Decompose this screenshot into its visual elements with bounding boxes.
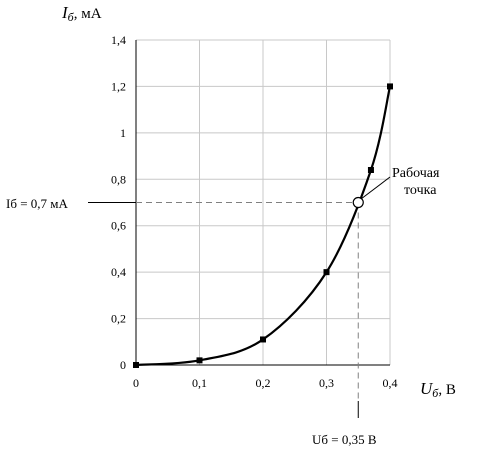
x-tick-label: 0,4: [383, 376, 398, 390]
y-tick-labels: 0 0,2 0,4 0,6 0,8 1 1,2 1,4: [111, 33, 126, 372]
y-axis-title: Iб, мА: [61, 3, 102, 24]
x-tick-label: 0,2: [256, 376, 271, 390]
y-tick-label: 0,2: [111, 312, 126, 326]
y-tick-label: 0: [120, 358, 126, 372]
data-point: [387, 83, 393, 90]
operating-point-marker: [352, 196, 364, 209]
y-tick-label: 0,6: [111, 219, 126, 233]
data-points: [133, 83, 393, 368]
x-tick-labels: 0 0,1 0,2 0,3 0,4: [133, 376, 398, 390]
callout-leader: [360, 176, 391, 200]
data-point: [133, 362, 139, 368]
y-tick-label: 1,4: [111, 33, 126, 47]
x-tick-label: 0,1: [192, 376, 207, 390]
operating-point-label-line1: Рабочая: [392, 166, 440, 181]
operating-point-guides: [88, 202, 359, 418]
x-tick-label: 0,3: [319, 376, 334, 390]
y-value-annotation: Iб = 0,7 мА: [6, 196, 69, 211]
y-tick-label: 0,8: [111, 172, 126, 186]
data-point: [367, 167, 374, 173]
x-axis-title: Uб, В: [420, 379, 456, 400]
y-tick-label: 0,4: [111, 265, 126, 279]
data-point: [260, 336, 266, 343]
data-point: [196, 357, 203, 364]
operating-point-label-line2: точка: [404, 183, 437, 198]
data-point: [323, 269, 330, 276]
x-tick-label: 0: [133, 376, 139, 390]
grid-lines: [136, 39, 391, 365]
y-tick-label: 1,2: [111, 79, 126, 93]
x-value-annotation: Uб = 0,35 В: [312, 432, 377, 447]
y-tick-label: 1: [120, 126, 126, 140]
